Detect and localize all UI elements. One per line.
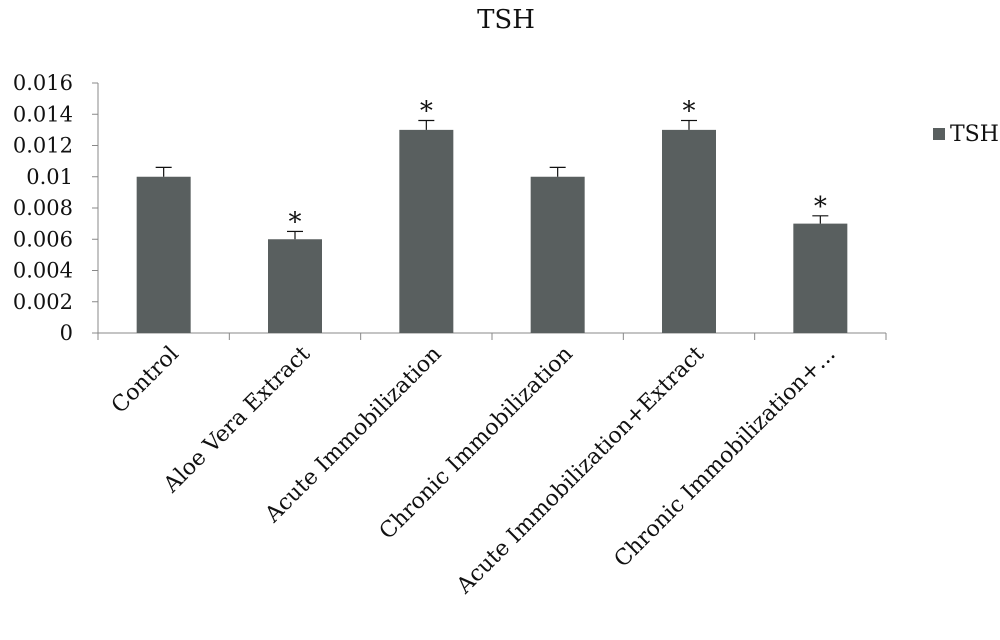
y-tick-label: 0 <box>60 321 73 345</box>
y-tick-label: 0.008 <box>13 196 73 220</box>
legend-label: TSH <box>950 122 999 147</box>
category-label: Control <box>107 342 184 419</box>
category-label: Acute Immobilization+Extract <box>451 341 709 599</box>
y-tick-label: 0.006 <box>13 227 73 251</box>
bar <box>793 223 848 333</box>
bar <box>530 176 585 333</box>
x-axis <box>97 332 887 340</box>
bar <box>662 129 716 333</box>
bars: * * * * <box>136 97 848 333</box>
bar <box>399 129 454 333</box>
y-tick-label: 0.004 <box>13 259 73 283</box>
y-tick-label: 0.01 <box>26 165 73 189</box>
significance-marker: * <box>814 192 827 222</box>
y-axis: 0 0.002 0.004 0.006 0.008 0.01 0.012 0.014 0.016 <box>13 71 99 345</box>
y-tick-label: 0.002 <box>13 290 73 314</box>
significance-marker: * <box>683 97 696 127</box>
bar <box>268 239 322 333</box>
legend: TSH <box>933 122 999 147</box>
category-label: Chronic Immobilization+... <box>610 342 841 573</box>
legend-swatch <box>933 128 945 140</box>
bar <box>136 176 191 333</box>
y-tick-label: 0.014 <box>13 102 73 126</box>
y-tick-label: 0.012 <box>13 134 73 158</box>
significance-marker: * <box>420 97 433 127</box>
significance-marker: * <box>289 207 302 237</box>
y-tick-label: 0.016 <box>13 71 73 95</box>
chart-title: TSH <box>477 5 535 35</box>
category-label: Aloe Vera Extract <box>158 341 315 498</box>
